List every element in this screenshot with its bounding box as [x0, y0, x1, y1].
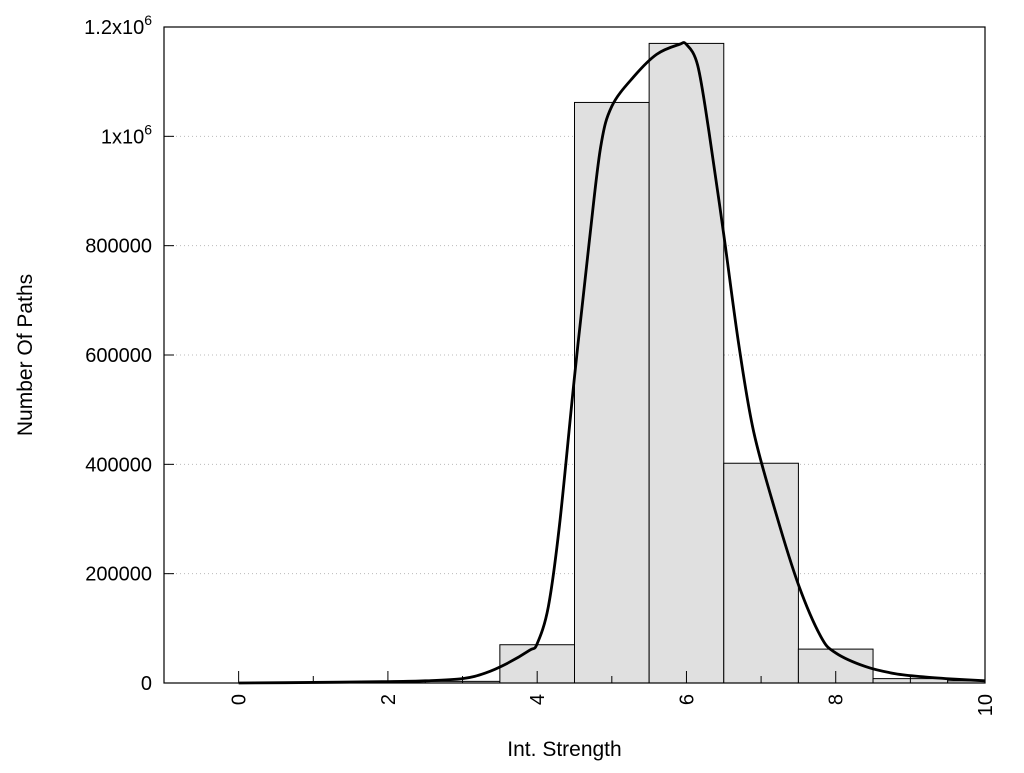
fit-curve [238, 41, 986, 685]
ticks-layer [164, 26, 986, 684]
histogram-bar [723, 462, 799, 684]
y-tick-label: 600000 [85, 345, 152, 367]
bars-layer [424, 42, 986, 684]
x-tick-label: 6 [676, 694, 698, 705]
y-axis-title: Number Of Paths [14, 274, 37, 436]
y-tick-label: 1x106 [101, 121, 152, 148]
y-tick-label: 0 [141, 673, 152, 695]
y-tick-label: 1.2x106 [84, 12, 152, 39]
y-tick-label: 400000 [85, 454, 152, 476]
histogram-bar [574, 101, 650, 684]
x-tick-label: 2 [378, 694, 400, 705]
y-tick-label: 200000 [85, 564, 152, 586]
x-tick-label: 10 [975, 694, 997, 716]
x-tick-label: 0 [229, 694, 251, 705]
x-tick-label: 4 [527, 694, 549, 705]
curve-layer [238, 41, 986, 685]
x-axis-title: Int. Strength [507, 738, 621, 761]
histogram-bar [648, 42, 725, 684]
y-tick-label: 800000 [85, 236, 152, 258]
tick-labels-layer: 0 2 4 6 8 10 0 200000 400000 600000 800000 1x106 1.2… [84, 12, 997, 716]
x-tick-label: 8 [826, 694, 848, 705]
